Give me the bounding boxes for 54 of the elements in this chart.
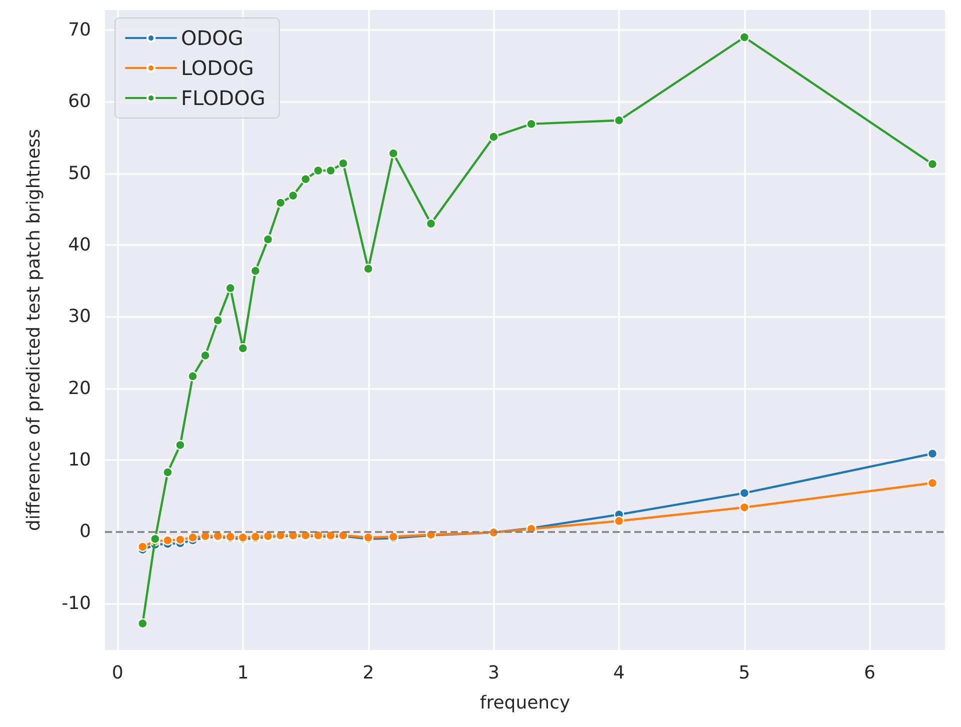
x-tick-label: 0: [112, 662, 124, 684]
point: [288, 190, 298, 201]
point: [739, 502, 750, 512]
point: [175, 440, 186, 450]
point: [162, 535, 173, 546]
point: [927, 158, 938, 170]
legend-label: LODOG: [181, 56, 254, 80]
x-tick-label: 3: [488, 662, 500, 684]
point: [426, 218, 436, 229]
legend-label: FLODOG: [181, 86, 266, 110]
y-tick-label: 30: [68, 306, 91, 328]
x-tick-label: 4: [613, 662, 625, 684]
x-tick-label: 2: [362, 662, 374, 684]
point: [488, 132, 499, 142]
y-tick-label: 0: [80, 521, 91, 542]
point: [200, 350, 210, 361]
point: [138, 618, 148, 629]
y-axis-title: difference of predicted test patch brightness: [24, 128, 44, 532]
point: [175, 534, 186, 545]
point: [338, 158, 348, 168]
point: [138, 542, 148, 552]
point: [326, 165, 336, 176]
point: [363, 264, 374, 274]
x-tick-label: 5: [738, 662, 750, 684]
x-tick-label: 1: [237, 662, 249, 684]
y-tick-label: -10: [62, 592, 91, 614]
legend-label: ODOG: [181, 26, 244, 50]
point: [238, 343, 248, 354]
y-tick-label: 20: [68, 378, 91, 399]
point: [188, 371, 198, 382]
point: [262, 234, 274, 244]
point: [388, 148, 398, 158]
point: [275, 198, 286, 208]
point: [614, 115, 624, 126]
y-tick-label: 70: [68, 20, 91, 41]
point: [313, 165, 324, 176]
point: [250, 266, 261, 276]
point: [162, 467, 173, 478]
x-tick-label: 6: [864, 662, 876, 684]
point: [927, 478, 938, 488]
y-tick-label: 40: [68, 234, 91, 256]
point: [526, 118, 536, 130]
point: [300, 174, 311, 184]
point: [188, 532, 198, 543]
y-tick-label: 50: [68, 162, 91, 184]
point: [225, 282, 236, 294]
point: [212, 315, 223, 326]
y-tick-label: 60: [68, 91, 91, 112]
point: [739, 488, 750, 498]
point: [614, 516, 624, 526]
point: [927, 448, 938, 459]
x-axis-title: frequency: [480, 692, 570, 714]
y-tick-label: 10: [68, 450, 91, 471]
point: [739, 32, 750, 42]
